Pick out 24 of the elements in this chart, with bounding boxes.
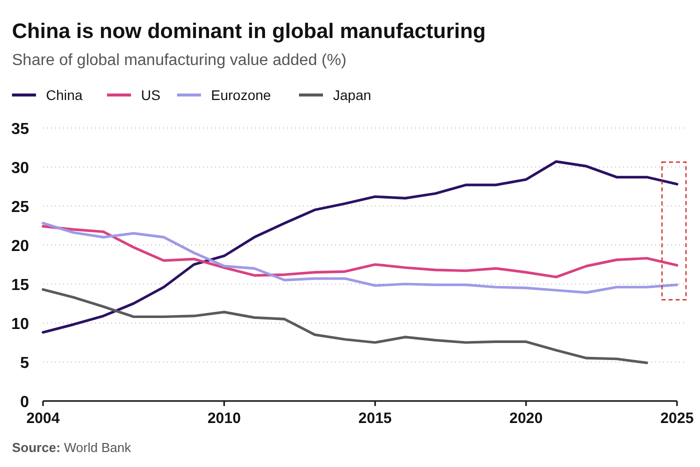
y-tick-label: 35 — [11, 121, 30, 138]
x-tick-label: 2015 — [358, 410, 392, 427]
y-tick-label: 10 — [11, 316, 30, 333]
x-tick-label: 2025 — [660, 410, 694, 427]
y-tick-label: 30 — [11, 160, 30, 177]
legend-label: US — [141, 87, 160, 103]
legend-label: Eurozone — [211, 87, 272, 103]
y-tick-label: 5 — [20, 355, 30, 372]
x-tick-label: 2004 — [26, 410, 60, 427]
y-tick-label: 20 — [11, 238, 30, 255]
x-tick-label: 2010 — [207, 410, 241, 427]
line-series — [42, 222, 678, 294]
legend-label: China — [46, 87, 83, 103]
line-series — [42, 288, 648, 364]
line-series — [42, 160, 678, 334]
y-tick-label: 0 — [20, 394, 30, 411]
y-tick-label: 25 — [11, 199, 30, 216]
x-tick-label: 2020 — [509, 410, 543, 427]
y-tick-label: 15 — [11, 277, 30, 294]
legend-label: Japan — [333, 87, 372, 103]
chart-subtitle: Share of global manufacturing value added (%) — [12, 52, 346, 69]
line-series — [42, 224, 678, 278]
source-note: Source: World Bank — [12, 440, 132, 455]
chart-title: China is now dominant in global manufacturing — [12, 20, 486, 43]
